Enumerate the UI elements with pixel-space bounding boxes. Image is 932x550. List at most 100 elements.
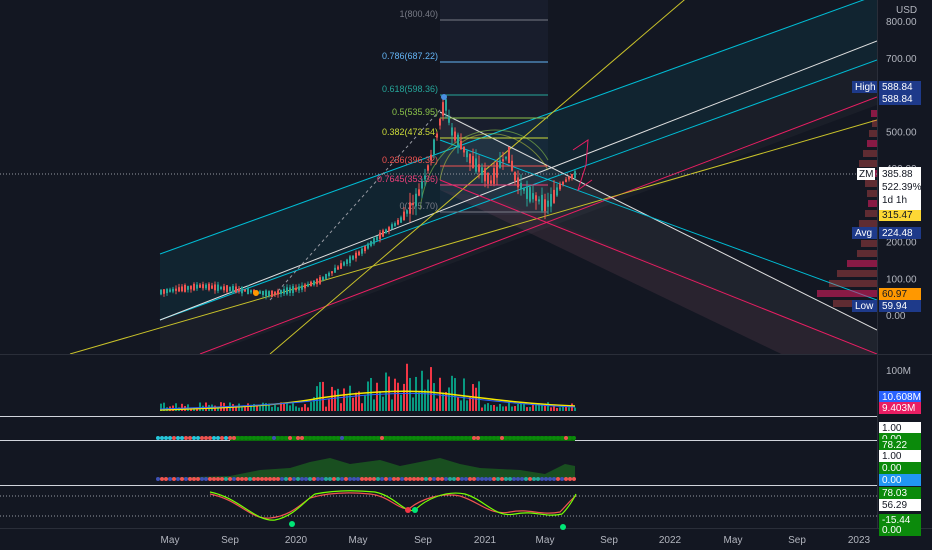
candle-body bbox=[400, 217, 402, 223]
indicator-tag-bg bbox=[879, 474, 921, 486]
volume-bar bbox=[235, 406, 237, 411]
volume-bar bbox=[265, 403, 267, 411]
indicator-dot bbox=[232, 477, 236, 481]
indicator-dot bbox=[568, 436, 572, 440]
indicator-dot bbox=[164, 477, 168, 481]
yellow-trend-line-1[interactable] bbox=[69, 119, 877, 354]
indicator-pane-1[interactable] bbox=[156, 436, 576, 441]
indicator-dot bbox=[252, 436, 256, 440]
indicator-dot bbox=[284, 477, 288, 481]
price-pane[interactable]: 1(800.40) 0.786(687.22) 0.618(598.36) 0.5(5… bbox=[0, 0, 877, 400]
indicator-dot bbox=[516, 436, 520, 440]
indicator-dot bbox=[308, 477, 312, 481]
candle-body bbox=[493, 168, 495, 184]
candle-body bbox=[448, 117, 450, 123]
time-axis[interactable]: May Sep 2020 May Sep 2021 May Sep 2022 May Sep 2023 bbox=[161, 535, 871, 546]
volume-bar bbox=[343, 388, 345, 411]
candle-body bbox=[388, 227, 390, 231]
indicator-dot bbox=[572, 477, 576, 481]
change-percent-text: 522.39% bbox=[882, 182, 922, 193]
volume-bar bbox=[526, 407, 528, 411]
indicator-dot bbox=[360, 436, 364, 440]
fib-level-lines[interactable] bbox=[440, 19, 548, 213]
volume-bar bbox=[325, 406, 327, 411]
indicator-dot bbox=[468, 477, 472, 481]
indicator-dot bbox=[320, 436, 324, 440]
indicator-dot bbox=[464, 477, 468, 481]
indicator-dot bbox=[340, 436, 344, 440]
candle-body bbox=[172, 288, 174, 292]
indicator-tag-bg bbox=[879, 439, 921, 451]
volume-bar bbox=[268, 403, 270, 411]
candle-body bbox=[304, 284, 306, 289]
indicator-dot bbox=[220, 436, 224, 440]
candle-body bbox=[499, 160, 501, 168]
price-tag-label: High bbox=[855, 82, 876, 93]
indicator-dot bbox=[416, 477, 420, 481]
volume-bar bbox=[292, 403, 294, 411]
indicator-dot bbox=[208, 477, 212, 481]
indicator-dot bbox=[496, 477, 500, 481]
volume-bar bbox=[463, 378, 465, 411]
volume-tag-bg bbox=[879, 391, 921, 403]
dashed-projection-line[interactable] bbox=[269, 109, 441, 301]
indicator-pane-3[interactable] bbox=[0, 490, 877, 530]
indicator-dot bbox=[440, 436, 444, 440]
candle-body bbox=[433, 139, 435, 155]
candle-body bbox=[313, 280, 315, 286]
descending-line-red[interactable] bbox=[439, 179, 877, 354]
indicator-pane-2[interactable] bbox=[156, 458, 576, 481]
indicator-dot bbox=[216, 477, 220, 481]
candle-body bbox=[547, 200, 549, 207]
cyan-channel-upper-line[interactable] bbox=[159, 0, 877, 255]
volume-bar bbox=[394, 378, 396, 411]
indicator-dot bbox=[204, 436, 208, 440]
candle-body bbox=[478, 164, 480, 172]
indicator-dot bbox=[548, 436, 552, 440]
candle-body bbox=[244, 289, 246, 292]
volume-bar bbox=[457, 397, 459, 411]
indicator-dot bbox=[448, 477, 452, 481]
candle-body bbox=[445, 99, 447, 111]
indicator-dot bbox=[172, 477, 176, 481]
indicator-dot bbox=[452, 436, 456, 440]
indicator-dot bbox=[192, 477, 196, 481]
cyan-channel-fill bbox=[160, 0, 877, 320]
indicator-dot bbox=[464, 436, 468, 440]
price-tag-value: 59.94 bbox=[882, 301, 907, 312]
volume-bar bbox=[502, 406, 504, 411]
fib-arc-2 bbox=[439, 133, 549, 181]
red-channel-line[interactable] bbox=[199, 96, 877, 354]
indicator-dot bbox=[344, 477, 348, 481]
volume-profile-bar bbox=[817, 290, 877, 297]
indicator-dot bbox=[180, 477, 184, 481]
indicator-dot bbox=[252, 477, 256, 481]
indicator-dot bbox=[292, 436, 296, 440]
candle-body bbox=[352, 255, 354, 260]
candle-body bbox=[472, 156, 474, 168]
indicator-dot bbox=[348, 436, 352, 440]
price-tag-bg bbox=[879, 81, 921, 93]
indicator-tag-bg bbox=[879, 462, 921, 474]
volume-bar bbox=[496, 406, 498, 411]
indicator-tag-bg bbox=[879, 487, 921, 499]
price-tick-label: 0.00 bbox=[886, 311, 906, 322]
candle-body bbox=[316, 278, 318, 285]
price-tag-bg bbox=[879, 209, 921, 221]
volume-moving-average bbox=[159, 390, 576, 411]
descending-line-white[interactable] bbox=[439, 111, 877, 331]
time-tick-label: 2022 bbox=[659, 535, 682, 546]
volume-pane[interactable] bbox=[159, 363, 576, 411]
volume-profile-bar bbox=[847, 260, 877, 267]
fib-level-label: 0.618(598.36) bbox=[382, 84, 438, 94]
indicator-dot bbox=[212, 477, 216, 481]
indicator-dot bbox=[172, 436, 176, 440]
volume-bar bbox=[505, 406, 507, 411]
indicator-tag-value: 0.00 bbox=[882, 475, 902, 486]
signal-marker bbox=[560, 524, 566, 530]
candle-body bbox=[469, 153, 471, 164]
volume-bar bbox=[508, 402, 510, 411]
time-tick-label: Sep bbox=[600, 535, 618, 546]
candle-body bbox=[526, 186, 528, 199]
